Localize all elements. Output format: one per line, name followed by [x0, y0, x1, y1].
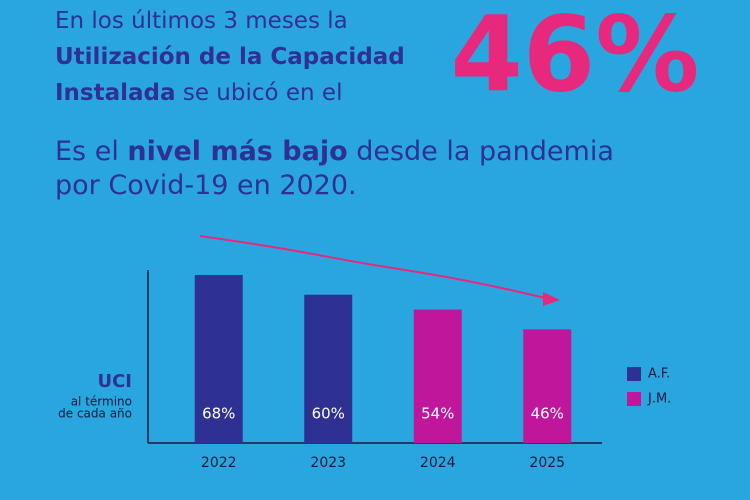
- value-label: 60%: [312, 405, 345, 423]
- y-label: al término: [71, 395, 132, 409]
- headline-line: Instalada se ubicó en el: [55, 80, 342, 106]
- x-tick-label: 2023: [310, 455, 346, 471]
- headline-line: En los últimos 3 meses la: [55, 8, 348, 34]
- y-label-title: UCI: [97, 371, 132, 392]
- legend-swatch: [627, 367, 641, 381]
- bar: [304, 294, 353, 443]
- headline-segment: nivel más bajo: [127, 136, 347, 167]
- x-tick-label: 2024: [420, 455, 456, 471]
- highlight: 46%: [451, 0, 700, 115]
- headline-line: por Covid-19 en 2020.: [55, 170, 357, 201]
- headline-segment: por Covid-19 en 2020.: [55, 170, 357, 201]
- headline-segment: se ubicó en el: [176, 80, 343, 106]
- headline-segment: desde la pandemia: [348, 136, 614, 167]
- value-label: 68%: [202, 405, 235, 423]
- headline-segment: Es el: [55, 136, 127, 167]
- legend-label: A.F.: [648, 367, 670, 382]
- headline-segment: Instalada: [55, 80, 176, 106]
- headline-segment: Utilización de la Capacidad: [55, 44, 405, 70]
- headline-line: Es el nivel más bajo desde la pandemia: [55, 136, 614, 167]
- x-tick-label: 2025: [529, 455, 565, 471]
- trend-arrow-head: [543, 292, 560, 306]
- value-label: 46%: [531, 405, 564, 423]
- headline-segment: En los últimos 3 meses la: [55, 8, 348, 34]
- value-label: 54%: [421, 405, 454, 423]
- headline-line: Utilización de la Capacidad: [55, 44, 405, 70]
- legend-swatch: [627, 392, 641, 406]
- x-tick-label: 2022: [201, 455, 237, 471]
- bar: [413, 309, 462, 443]
- y-label: de cada año: [58, 407, 132, 421]
- legend-label: J.M.: [647, 392, 671, 407]
- bar: [194, 274, 243, 443]
- trend-arrow: [199, 235, 546, 299]
- bar: [523, 329, 572, 443]
